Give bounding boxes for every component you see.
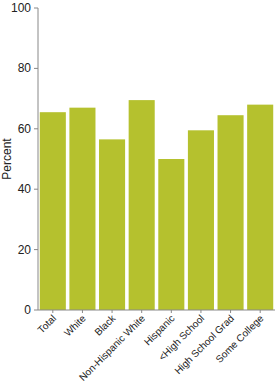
x-tick-label: Black: [92, 312, 118, 338]
y-tick-label: 80: [18, 61, 32, 75]
x-tick: [260, 310, 261, 313]
x-tick: [82, 310, 83, 313]
y-tick: [34, 249, 38, 250]
x-tick-label: Some College: [213, 312, 266, 365]
bar: [129, 100, 155, 310]
y-tick-label: 100: [11, 1, 31, 15]
x-tick: [230, 310, 231, 313]
x-tick: [141, 310, 142, 313]
x-tick-label: Total: [36, 313, 59, 336]
x-tick-label: Non-Hispanic White: [77, 312, 148, 383]
chart: 0 20 40 60 80 100 Percent TotalWhiteBlackNon-Hi…: [0, 0, 279, 386]
x-tick: [200, 310, 201, 313]
bar: [99, 139, 125, 310]
x-tick: [171, 310, 172, 313]
y-tick: [34, 128, 38, 129]
y-tick: [34, 310, 38, 311]
y-tick: [34, 8, 38, 9]
bar: [69, 108, 95, 310]
x-tick: [112, 310, 113, 313]
x-tick-label: White: [62, 312, 88, 338]
y-axis-label: Percent: [0, 138, 14, 180]
chart-container: 0 20 40 60 80 100 Percent TotalWhiteBlackNon-Hi…: [0, 0, 279, 386]
bars: [40, 100, 273, 310]
y-tick-label: 60: [18, 122, 32, 136]
y-tick: [34, 68, 38, 69]
y-axis: [38, 8, 39, 310]
bar: [158, 159, 184, 310]
bar: [188, 130, 214, 310]
y-tick-label: 20: [18, 243, 32, 257]
bar: [247, 105, 273, 310]
x-tick: [52, 310, 53, 313]
bar: [40, 112, 66, 310]
y-tick: [34, 189, 38, 190]
x-axis: [38, 310, 275, 311]
y-tick-label: 0: [24, 303, 31, 317]
bar: [218, 115, 244, 310]
y-tick-label: 40: [18, 182, 32, 196]
